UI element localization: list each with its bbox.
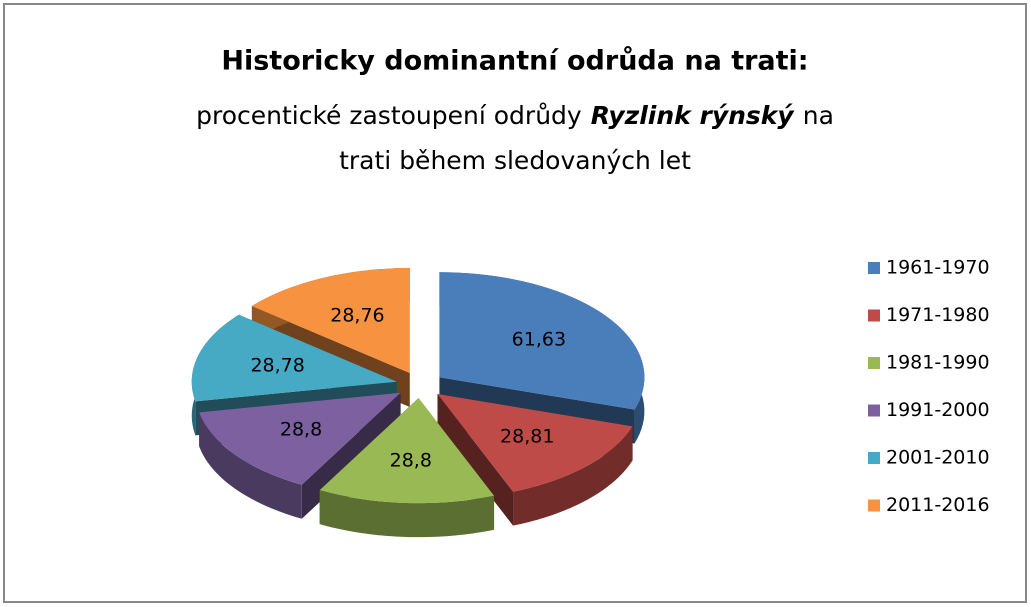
- subtitle-text: procentické zastoupení odrůdy: [196, 101, 582, 130]
- slice: 28,8: [319, 398, 495, 538]
- legend-label: 1961-1970: [886, 257, 990, 279]
- data-label: 28,81: [500, 426, 554, 448]
- slice-side: [437, 394, 514, 526]
- legend-label: 1991-2000: [886, 399, 990, 421]
- slice-side: [199, 412, 302, 519]
- legend-swatch: [868, 309, 880, 322]
- chart-subtitle: trati během sledovaných let: [339, 146, 691, 175]
- legend-label: 2001-2010: [886, 447, 990, 469]
- slice-top: [251, 268, 410, 374]
- slice-side: [513, 426, 633, 526]
- slice-top: [199, 392, 401, 485]
- subtitle-text: na: [803, 101, 834, 130]
- legend-swatch: [868, 452, 880, 464]
- slice: 28,81: [437, 394, 633, 526]
- slice-top: [437, 394, 633, 492]
- legend-label: 2011-2016: [886, 494, 990, 516]
- data-label: 28,8: [390, 450, 432, 472]
- data-label: 28,78: [250, 355, 304, 377]
- slice-top: [191, 314, 397, 402]
- slice-top: [319, 398, 495, 504]
- data-label: 61,63: [512, 329, 566, 351]
- legend-swatch: [868, 499, 880, 512]
- data-label: 28,8: [280, 418, 322, 440]
- legend-swatch: [868, 357, 880, 369]
- subtitle-emphasis: Ryzlink rýnský: [591, 101, 796, 130]
- data-label: 28,76: [330, 305, 384, 327]
- chart-title: Historicky dominantní odrůda na trati:: [221, 46, 808, 77]
- legend-swatch: [868, 262, 880, 274]
- legend-label: 1981-1990: [886, 352, 990, 374]
- slice-side: [319, 490, 495, 538]
- slice-top: [439, 272, 645, 410]
- chart-subtitle: procentické zastoupení odrůdy Ryzlink rýn…: [196, 101, 834, 130]
- legend-label: 1971-1980: [886, 304, 990, 326]
- legend-swatch: [868, 404, 880, 417]
